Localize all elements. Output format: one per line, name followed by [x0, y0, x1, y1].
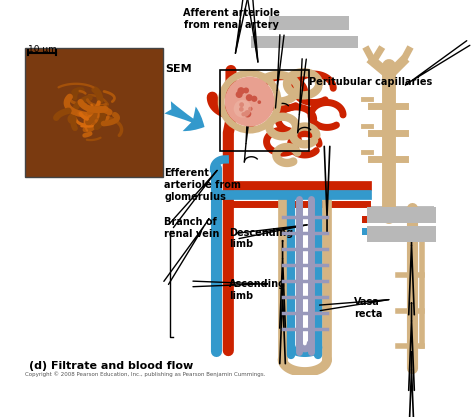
Text: SEM: SEM	[165, 64, 192, 74]
Text: 10 μm: 10 μm	[28, 45, 57, 54]
Bar	[362, 216, 367, 224]
Circle shape	[225, 77, 274, 126]
Circle shape	[244, 110, 251, 118]
Text: Copyright © 2008 Pearson Education, Inc., publishing as Pearson Benjamin Cumming: Copyright © 2008 Pearson Education, Inc.…	[25, 371, 265, 377]
Circle shape	[241, 112, 246, 116]
Circle shape	[237, 87, 245, 95]
Text: Descending
limb: Descending limb	[229, 228, 293, 249]
Text: Afferent arteriole
from renal artery: Afferent arteriole from renal artery	[183, 8, 280, 30]
Bar	[362, 228, 367, 235]
Circle shape	[236, 91, 243, 98]
Text: Ascending
limb: Ascending limb	[229, 279, 286, 301]
Circle shape	[243, 88, 249, 93]
Circle shape	[239, 102, 244, 107]
Text: Branch of
renal vein: Branch of renal vein	[164, 217, 219, 239]
Bar	[367, 226, 434, 242]
Circle shape	[234, 100, 251, 118]
Circle shape	[239, 107, 244, 112]
Circle shape	[248, 107, 253, 111]
Bar	[251, 36, 358, 48]
Text: Peritubular capillaries: Peritubular capillaries	[309, 77, 432, 87]
Circle shape	[251, 95, 257, 102]
Bar	[269, 16, 349, 30]
Circle shape	[257, 100, 261, 104]
Bar	[220, 70, 309, 151]
Bar	[367, 226, 437, 242]
Text: Vasa
recta: Vasa recta	[354, 297, 382, 319]
Text: (d) Filtrate and blood flow: (d) Filtrate and blood flow	[29, 361, 193, 371]
Bar	[367, 206, 434, 222]
Circle shape	[246, 94, 253, 101]
Text: Efferent
arteriole from
glomerulus: Efferent arteriole from glomerulus	[164, 168, 241, 201]
Bar	[25, 48, 163, 177]
Bar	[367, 207, 437, 224]
